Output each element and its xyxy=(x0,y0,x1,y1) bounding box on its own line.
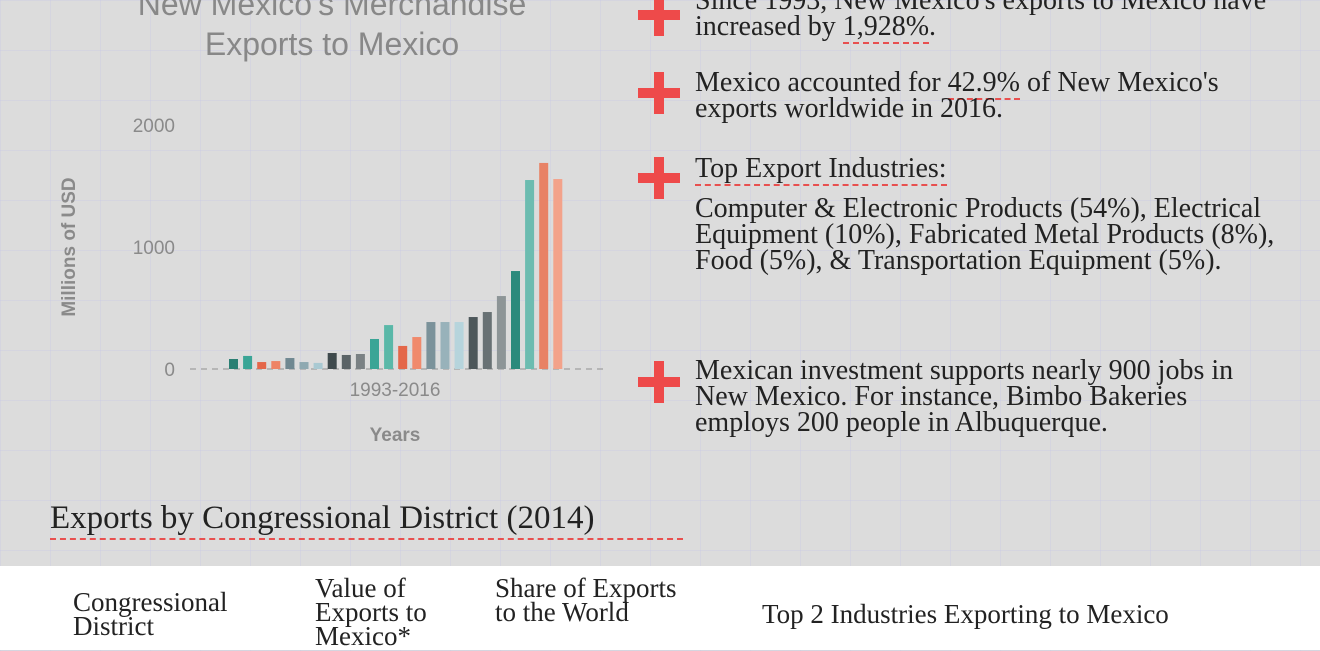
table-header: Top 2 Industries Exporting to Mexico xyxy=(762,599,1169,629)
fact-body: Mexican investment supports nearly 900 j… xyxy=(695,355,1234,438)
bar xyxy=(327,353,337,369)
fact-highlight: 42.9% xyxy=(947,67,1020,100)
plus-icon xyxy=(638,0,680,36)
bar xyxy=(525,180,535,369)
y-tick-label: 0 xyxy=(164,360,175,381)
bar xyxy=(496,296,506,369)
bar xyxy=(341,354,351,369)
bar xyxy=(355,353,365,369)
table-header-row: Congressional District Value of Exports … xyxy=(0,566,1320,650)
bar xyxy=(398,345,408,369)
bar xyxy=(299,362,309,369)
fact-text: Since 1993, New Mexico's exports to Mexi… xyxy=(695,0,1267,42)
bar xyxy=(229,358,238,369)
fact-highlight: 1,928% xyxy=(842,11,930,44)
bar xyxy=(468,317,478,369)
bar xyxy=(370,338,379,369)
fact-heading: Top Export Industries: xyxy=(695,153,947,186)
bar xyxy=(426,322,436,369)
bar xyxy=(539,162,549,369)
bar xyxy=(384,325,394,369)
plus-icon xyxy=(638,72,680,114)
fact-text: of New Mexico's exports worldwide in 201… xyxy=(695,67,1219,124)
fact: Mexican investment supports nearly 900 j… xyxy=(695,355,1275,438)
bar xyxy=(257,362,267,369)
bar xyxy=(412,337,422,369)
plus-icon xyxy=(638,361,680,403)
bar xyxy=(440,322,450,369)
fact-body: Computer & Electronic Products (54%), El… xyxy=(695,193,1275,276)
y-tick-label: 2000 xyxy=(133,116,175,137)
bar xyxy=(313,362,323,369)
plus-icon xyxy=(638,157,680,199)
table-header: Share of Exports to the World xyxy=(495,573,677,627)
chart: Millions of USD 1993-2016 Years 0 1000 200… xyxy=(59,116,605,446)
bar xyxy=(482,312,492,369)
table-header: Value of Exports to Mexico* xyxy=(315,573,427,651)
fact: Since 1993, New Mexico's exports to Mexi… xyxy=(695,0,1275,44)
section-title: Exports by Congressional District (2014) xyxy=(50,498,683,540)
bar xyxy=(454,322,464,369)
fact-text: . xyxy=(929,11,937,42)
bar xyxy=(271,361,281,369)
y-tick-label: 1000 xyxy=(133,238,175,259)
x-axis-label: Years xyxy=(370,425,421,446)
y-axis-label: Millions of USD xyxy=(59,177,80,316)
bar xyxy=(553,179,563,369)
fact: Top Export Industries: Computer & Electro… xyxy=(695,153,1275,276)
x-tick-label: 1993-2016 xyxy=(350,380,441,401)
fact-text: Mexico accounted for xyxy=(695,67,948,98)
fact: Mexico accounted for 42.9% of New Mexico… xyxy=(695,67,1275,124)
bar xyxy=(243,355,253,369)
bar xyxy=(285,358,295,369)
chart-title: New Mexico's Merchandise Exports to Mexi… xyxy=(137,0,527,62)
table-header: Congressional District xyxy=(73,587,228,641)
bar xyxy=(511,271,520,369)
